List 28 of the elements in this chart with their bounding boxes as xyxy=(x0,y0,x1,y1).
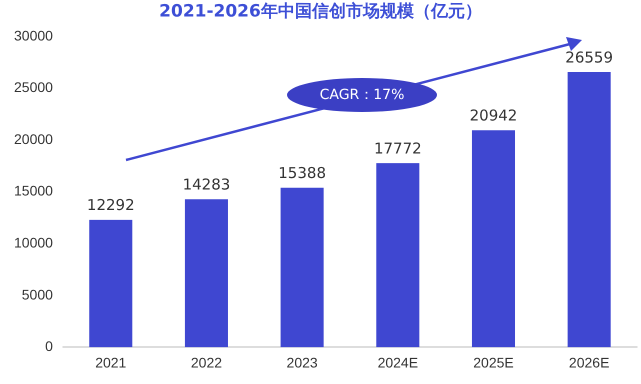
data-label: 12292 xyxy=(86,196,135,214)
y-tick-label: 20000 xyxy=(14,130,54,147)
x-tick-label: 2023 xyxy=(286,354,318,370)
y-tick-label: 25000 xyxy=(14,79,54,96)
bar xyxy=(376,163,420,348)
bar xyxy=(472,130,516,348)
chart-title: 2021-2026年中国信创市场规模（亿元） xyxy=(159,2,482,22)
x-tick-label: 2024E xyxy=(378,354,418,370)
annotation: CAGR：17% xyxy=(320,86,404,104)
bar xyxy=(280,188,324,348)
data-label: 26559 xyxy=(565,48,614,66)
data-label: 20942 xyxy=(470,106,518,125)
bar xyxy=(89,220,132,348)
y-tick-label: 10000 xyxy=(14,234,54,250)
x-tick-label: 2025E xyxy=(473,354,514,370)
oval-badge: CAGR：17% xyxy=(287,78,437,112)
data-label: 14283 xyxy=(182,176,230,194)
data-label: 15388 xyxy=(278,164,326,182)
x-tick-label: 2026E xyxy=(568,354,610,370)
y-tick-label: 0 xyxy=(45,338,54,354)
x-tick-label: 2021 xyxy=(95,354,127,370)
y-tick-label: 5000 xyxy=(22,286,54,302)
data-label: 17772 xyxy=(374,139,422,158)
y-tick-label: 15000 xyxy=(14,182,54,199)
bar xyxy=(184,199,228,348)
x-tick-label: 2022 xyxy=(190,354,222,370)
y-tick-label: 30000 xyxy=(14,27,54,44)
bar xyxy=(568,72,611,348)
